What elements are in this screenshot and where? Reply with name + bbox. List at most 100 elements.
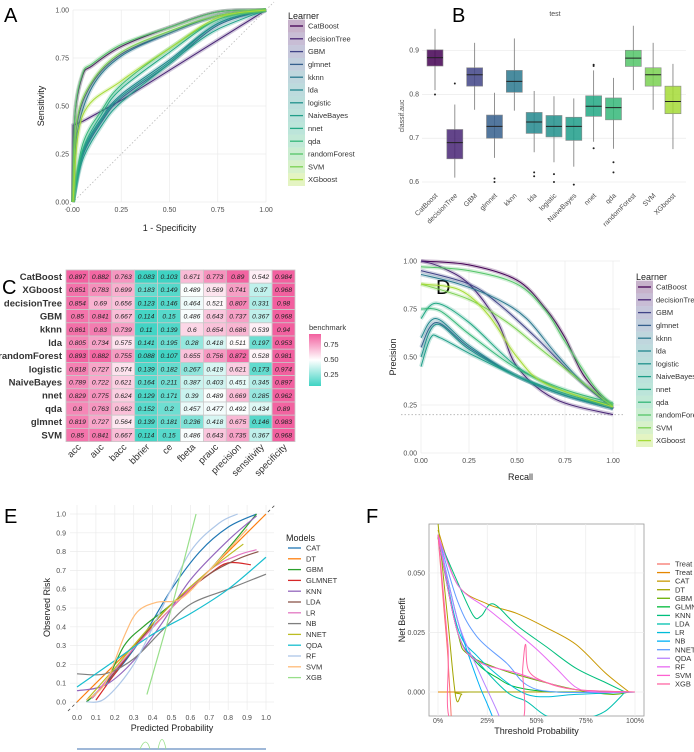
x-axis-label: Threshold Probability	[494, 726, 579, 736]
legend-item: GBM	[636, 306, 673, 319]
legend-item: XGB	[657, 680, 691, 689]
box	[605, 97, 622, 121]
x-axis-label: Predicted Probability	[131, 723, 214, 733]
y-tick-label: 1.00	[403, 259, 417, 266]
x-tick-label: GBM	[463, 192, 479, 208]
legend-label: NB	[675, 637, 685, 646]
cell-value: 0.783	[92, 287, 109, 294]
y-tick-label: 0.2	[56, 662, 66, 669]
legend-label: decisionTree	[656, 295, 694, 304]
legend-item: LR	[288, 608, 316, 617]
y-tick-label: 0.0	[56, 700, 66, 707]
box-decisiontree	[446, 82, 464, 178]
series-line-dt	[437, 524, 636, 703]
cell-value: 0.39	[185, 393, 198, 400]
cell-value: 0.699	[115, 287, 132, 294]
y-tick-label: 0.050	[407, 570, 425, 577]
cell-value: 0.984	[275, 274, 292, 281]
x-tick-label: lda	[527, 192, 539, 204]
legend-label: nnet	[656, 385, 672, 394]
legend-item: Treat None	[657, 568, 694, 577]
box-gbm	[466, 42, 483, 110]
cell-value: 0.569	[206, 287, 223, 294]
cell-value: 0.418	[206, 340, 223, 347]
legend-label: GBM	[306, 565, 323, 574]
column-label: bbrier	[127, 442, 152, 467]
legend-item: QDA	[657, 654, 691, 663]
y-tick-label: 0.6	[409, 179, 419, 186]
legend-item: NaiveBayes	[636, 370, 694, 383]
series-line-rf	[437, 534, 636, 693]
panel-label-d: D	[436, 277, 450, 299]
legend-item: DT	[657, 585, 685, 594]
cell-value: 0.37	[254, 287, 267, 294]
legend-label: Treat All	[675, 560, 694, 569]
cell-value: 0.807	[229, 300, 246, 307]
cell-value: 0.114	[138, 432, 155, 439]
decision-curve-chart: 0% 25% 50% 75% 100% 0.000 0.025 0.050 Threshold …	[397, 523, 694, 736]
y-tick-label: 0.3	[56, 643, 66, 650]
box-logistic	[545, 96, 563, 183]
box	[525, 112, 543, 134]
legend-label: KNN	[675, 611, 691, 620]
legend-item: LR	[657, 628, 685, 637]
cell-value: 0.968	[275, 432, 292, 439]
cell-value: 0.28	[185, 340, 198, 347]
cell-value: 0.489	[206, 393, 223, 400]
legend-item: GBM	[288, 565, 323, 574]
legend-item: Treat All	[657, 560, 694, 569]
legend-item: GLMNET	[288, 576, 338, 585]
series-line-xgb	[146, 513, 197, 695]
x-tick-label: 0.00	[66, 207, 80, 214]
cell-value: 0.539	[252, 327, 269, 334]
x-tick-label: qda	[605, 192, 618, 205]
box	[644, 67, 662, 87]
legend-item: QDA	[288, 641, 322, 650]
auc-boxplot-chart: test0.60.70.80.9classif.aucCatBoostdecis…	[399, 11, 686, 228]
legend-label: CAT	[675, 577, 690, 586]
legend-item: KNN	[288, 587, 322, 596]
series-line-decisiontree	[72, 9, 267, 202]
x-tick-label: glmnet	[479, 192, 499, 212]
cell-value: 0.171	[161, 393, 178, 400]
legend-label: lda	[308, 86, 319, 95]
legend-label: XGB	[306, 673, 322, 682]
series-line-catboost	[420, 260, 614, 410]
legend-item: decisionTree	[636, 293, 694, 307]
box	[466, 67, 483, 87]
legend-tick-label: 0.75	[324, 340, 339, 349]
cell-value: 0.088	[138, 353, 155, 360]
legend-label: qda	[656, 398, 669, 407]
cell-value: 0.968	[275, 287, 292, 294]
cell-value: 0.654	[206, 327, 223, 334]
panel-label-c: C	[2, 277, 16, 299]
legend-item: NB	[657, 637, 685, 646]
series-line-decisiontree	[420, 260, 614, 416]
x-tick-label: 0.25	[114, 207, 128, 214]
cell-value: 0.149	[161, 287, 178, 294]
precision-recall-chart: 0.00 0.25 0.50 0.75 1.00 0.00 0.25 0.50 0.75 1.00…	[388, 259, 694, 483]
y-tick-label: 0.000	[407, 690, 425, 697]
cell-value: 0.451	[229, 380, 246, 387]
row-label: nnet	[42, 391, 63, 402]
series-line-logistic	[72, 9, 267, 203]
legend: Treat AllTreat NoneCATDTGBMGLMNETKNNLDAL…	[657, 560, 694, 689]
density-strip-peak	[139, 739, 167, 750]
cell-value: 0.15	[162, 314, 175, 321]
x-tick-label: 0.75	[211, 207, 225, 214]
legend-item: XGboost	[636, 434, 686, 447]
legend-label: RF	[306, 652, 316, 661]
cell-value: 0.564	[115, 419, 132, 426]
legend-item: logistic	[636, 357, 679, 371]
legend-item: SVM	[288, 160, 324, 174]
box-catboost	[426, 28, 444, 96]
row-label: kknn	[40, 325, 62, 336]
cell-value: 0.818	[69, 366, 86, 373]
x-tick-label: 0.9	[242, 715, 252, 722]
legend-label: SVM	[308, 162, 324, 171]
panel-label-f: F	[366, 506, 378, 528]
cell-value: 0.727	[92, 419, 109, 426]
legend-item: CAT	[288, 544, 321, 553]
x-tick-label: 0.3	[129, 715, 139, 722]
cell-value: 0.805	[69, 340, 86, 347]
